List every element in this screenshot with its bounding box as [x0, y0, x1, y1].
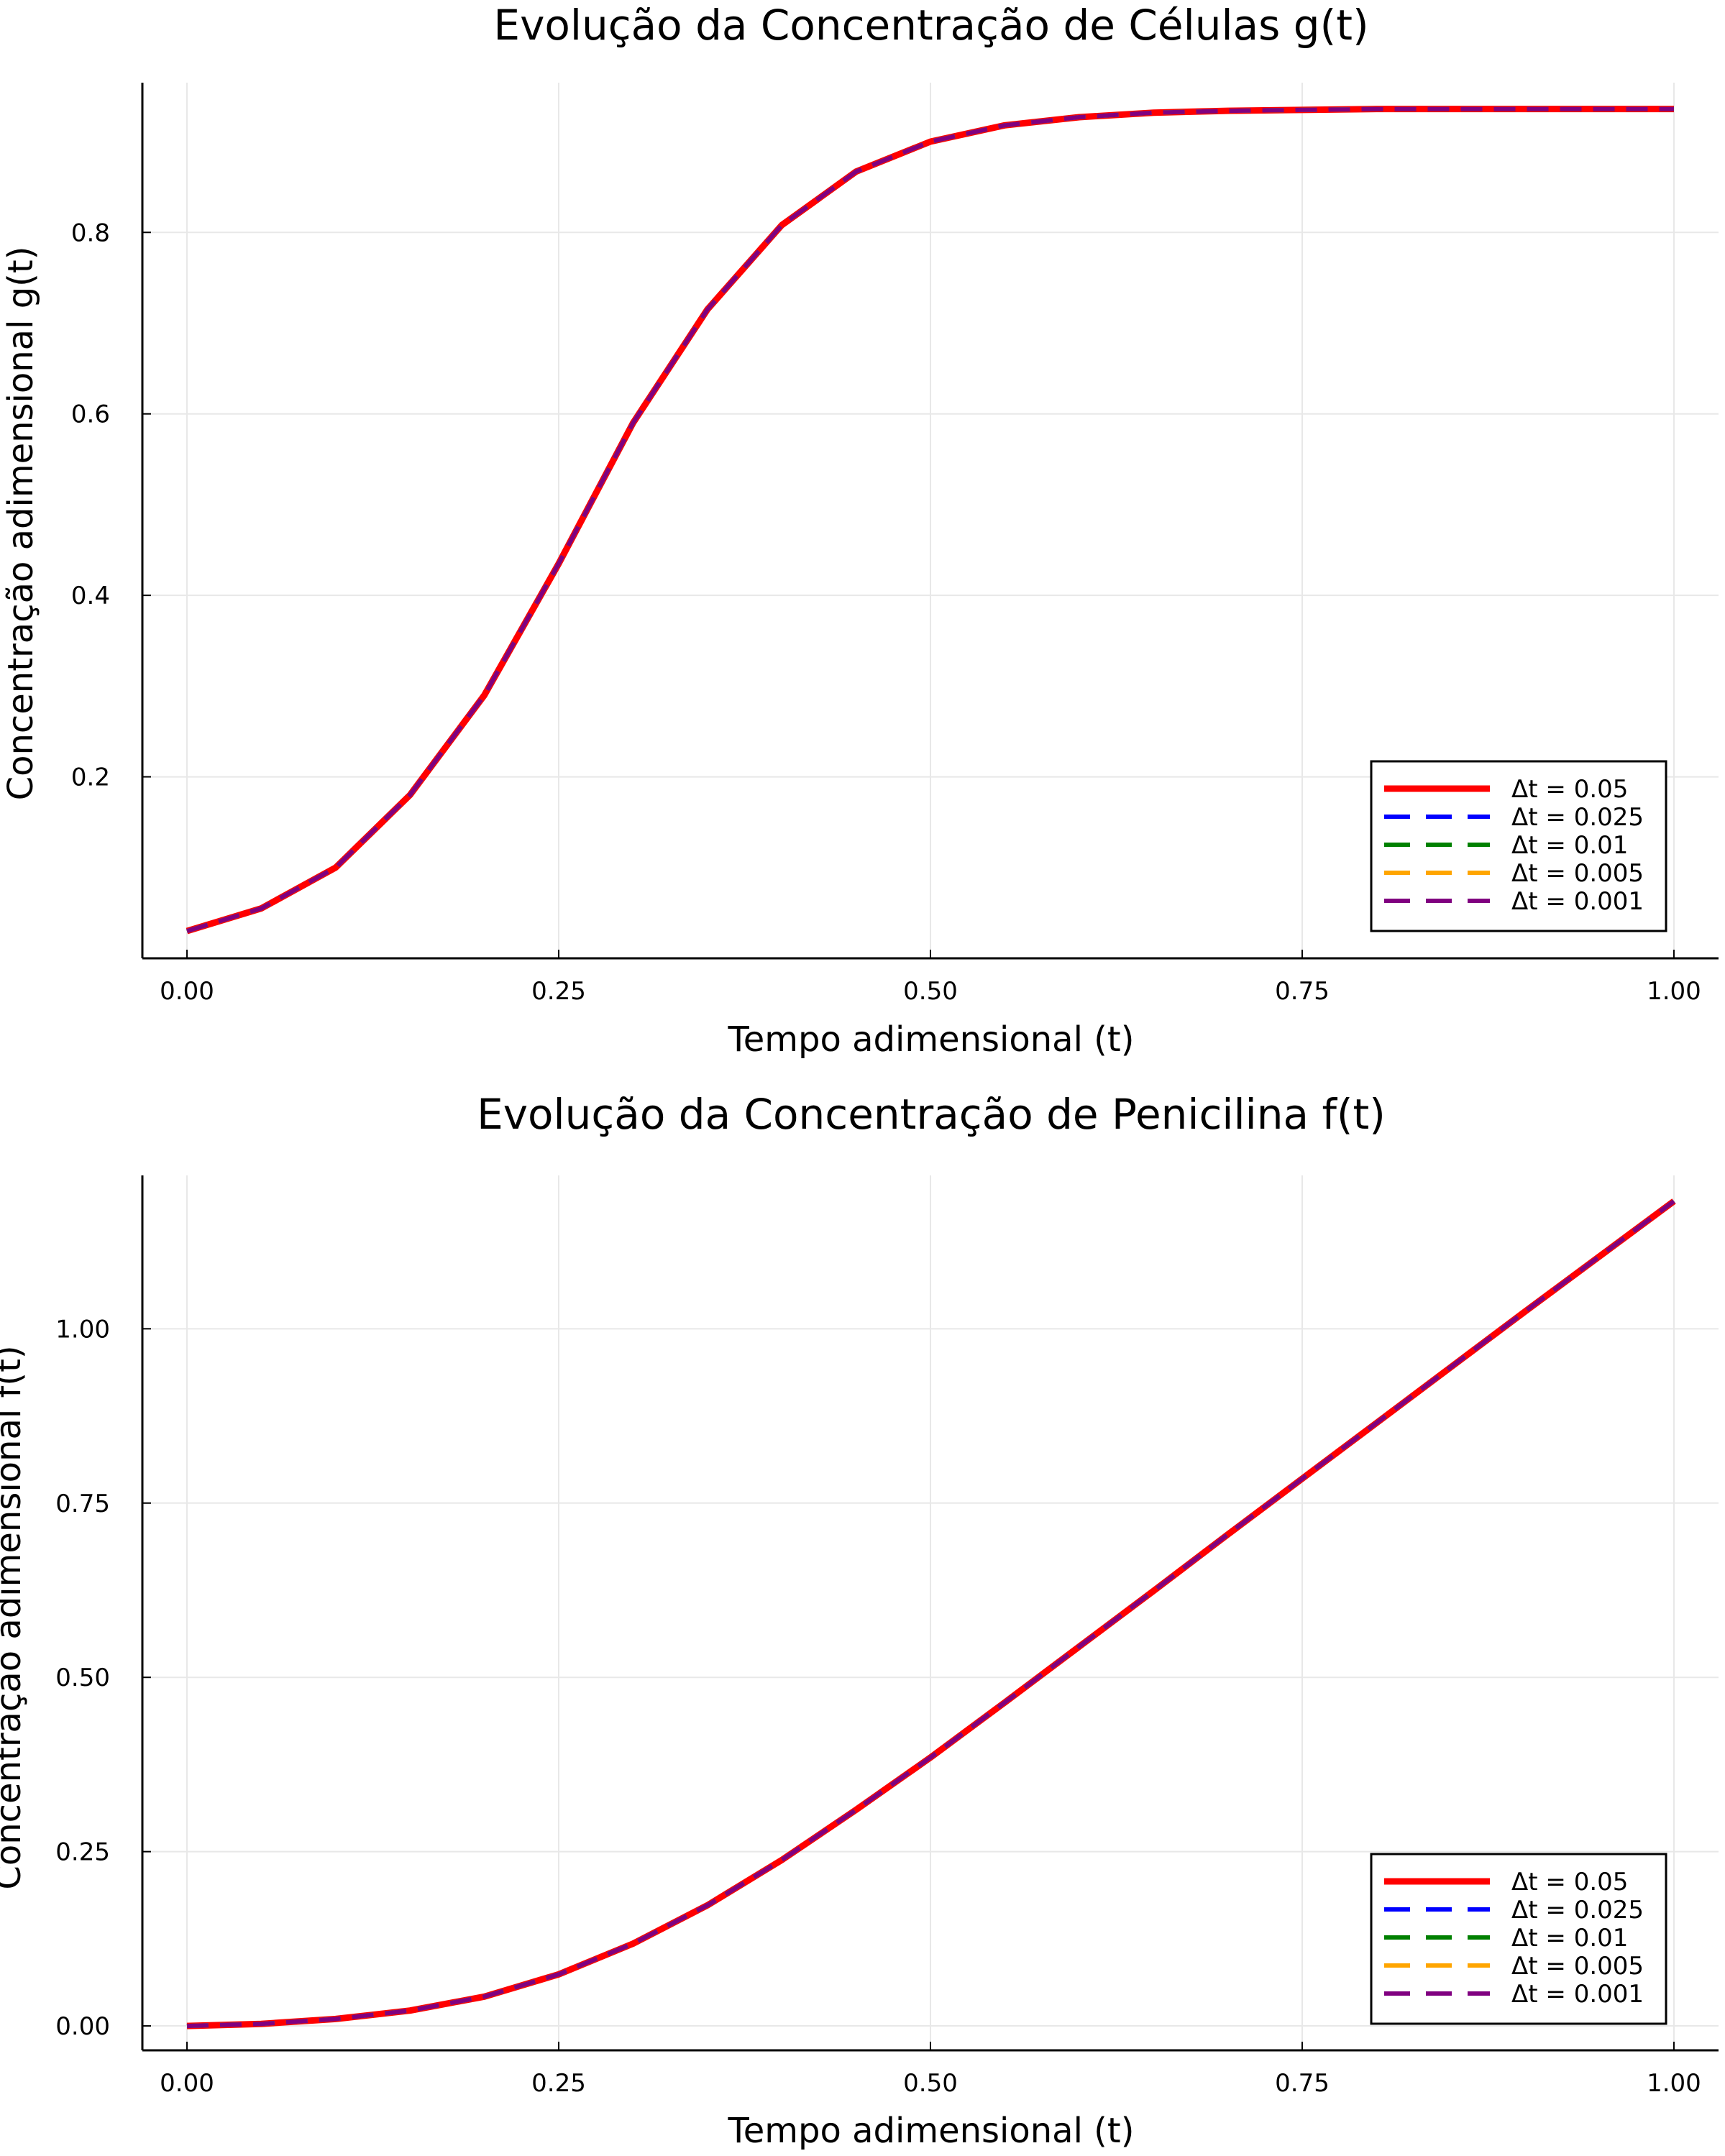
series-line — [186, 106, 1674, 933]
y-axis-label: Concentração adimensional f(t) — [0, 1345, 29, 1889]
legend-label: Δt = 0.025 — [1511, 1896, 1644, 1925]
y-tick-label: 0.4 — [71, 582, 110, 610]
y-tick-label: 0.50 — [55, 1664, 110, 1692]
series-line — [186, 1199, 1675, 2029]
legend-label: Δt = 0.025 — [1511, 803, 1644, 832]
y-tick-label: 0.8 — [71, 219, 110, 247]
legend-label: Δt = 0.001 — [1511, 1980, 1644, 2009]
legend-label: Δt = 0.01 — [1511, 831, 1628, 860]
x-tick-label: 0.50 — [903, 977, 958, 1006]
chart-title: Evolução da Concentração de Penicilina f… — [477, 1090, 1386, 1139]
y-tick-label: 0.00 — [55, 2012, 110, 2041]
x-tick-label: 1.00 — [1647, 977, 1701, 1006]
legend-label: Δt = 0.05 — [1511, 775, 1628, 804]
x-tick-label: 1.00 — [1647, 2069, 1701, 2098]
y-tick-label: 1.00 — [55, 1315, 110, 1344]
y-tick-label: 0.75 — [55, 1490, 110, 1518]
y-tick-label: 0.2 — [71, 763, 110, 792]
chart-title: Evolução da Concentração de Células g(t) — [493, 1, 1368, 50]
x-tick-label: 0.00 — [160, 977, 214, 1006]
legend-label: Δt = 0.01 — [1511, 1924, 1628, 1953]
y-tick-label: 0.6 — [71, 400, 110, 429]
x-tick-label: 0.00 — [160, 2069, 214, 2098]
x-tick-label: 0.25 — [531, 2069, 586, 2098]
chart-cells: Evolução da Concentração de Células g(t)… — [1, 1, 1719, 1060]
legend-label: Δt = 0.005 — [1511, 1952, 1644, 1981]
x-tick-label: 0.75 — [1275, 2069, 1330, 2098]
x-tick-label: 0.50 — [903, 2069, 958, 2098]
legend-box — [1370, 760, 1667, 932]
x-axis-label: Tempo adimensional (t) — [728, 2111, 1135, 2151]
legend-label: Δt = 0.001 — [1511, 887, 1644, 916]
x-tick-label: 0.25 — [531, 977, 586, 1006]
chart-penicillin: Evolução da Concentração de Penicilina f… — [0, 1090, 1719, 2151]
y-tick-label: 0.25 — [55, 1838, 110, 1867]
legend-label: Δt = 0.05 — [1511, 1868, 1628, 1896]
y-axis-label: Concentração adimensional g(t) — [1, 247, 41, 801]
x-axis-label: Tempo adimensional (t) — [728, 1019, 1135, 1060]
x-tick-label: 0.75 — [1275, 977, 1330, 1006]
legend-label: Δt = 0.005 — [1511, 859, 1644, 888]
